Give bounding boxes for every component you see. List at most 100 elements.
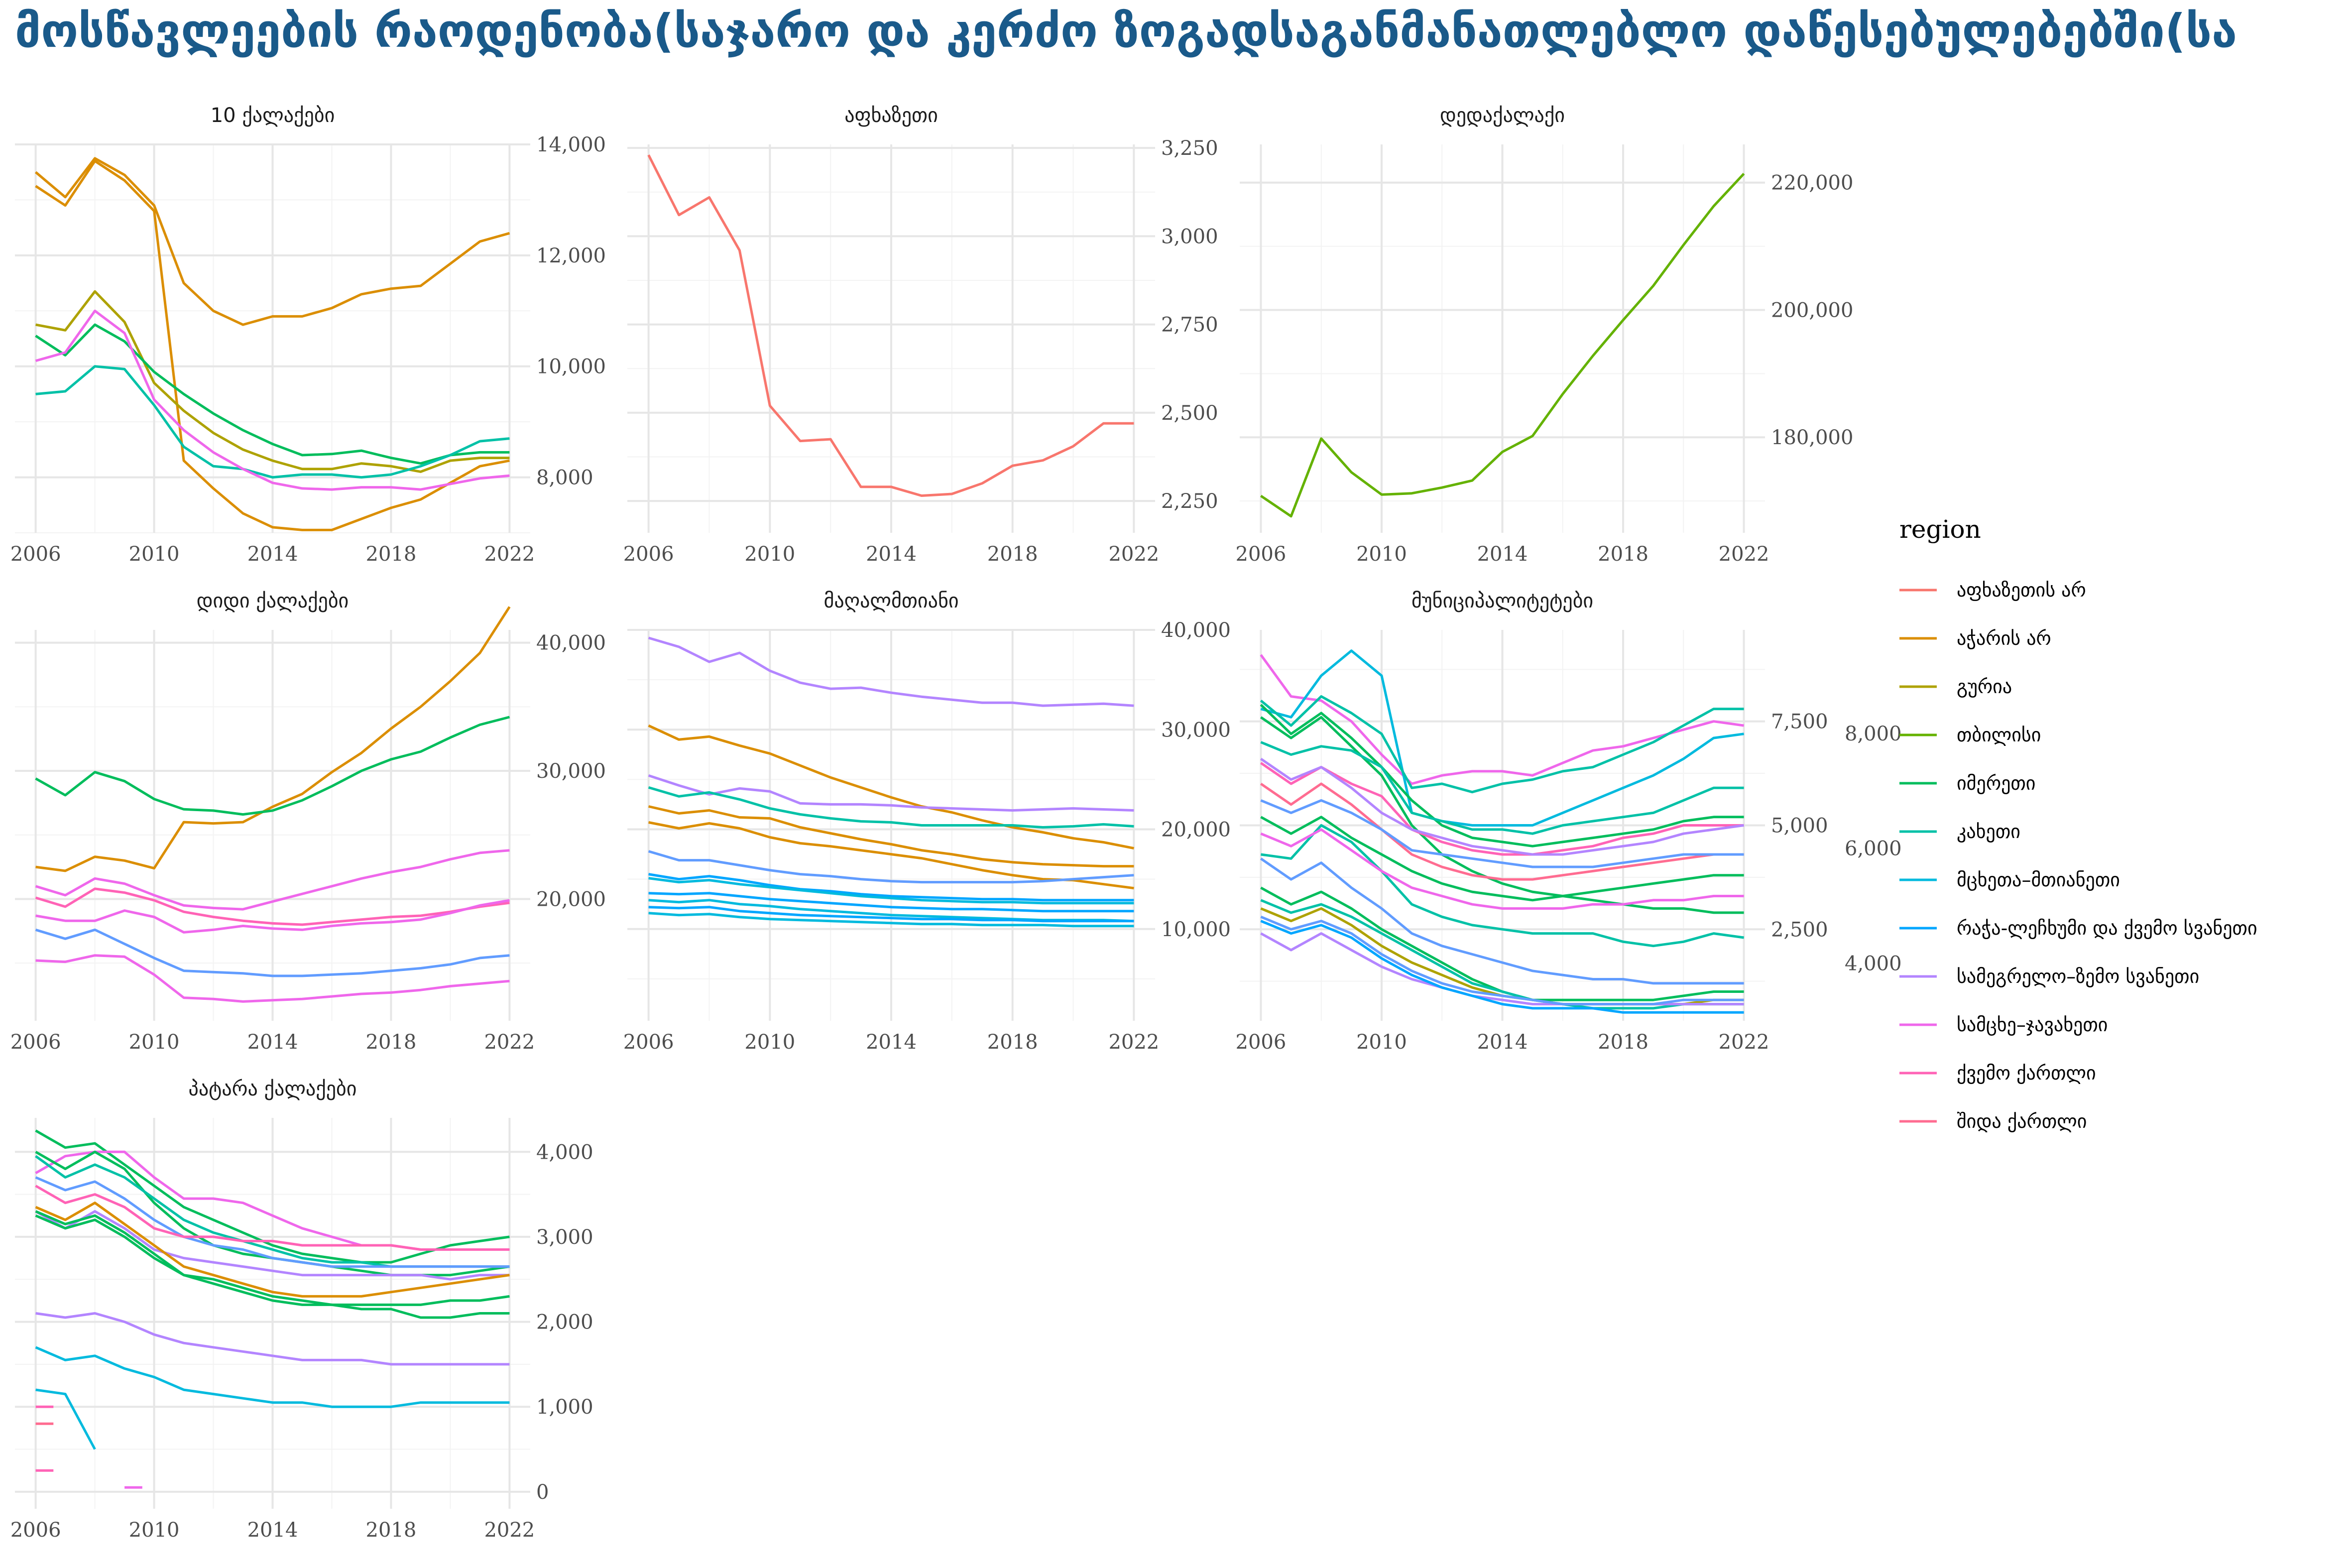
- x-tick-label: 2010: [129, 1519, 180, 1542]
- series-line: [1260, 695, 1744, 794]
- x-tick-label: 2006: [623, 543, 674, 566]
- facet-panel: აფხაზეთი 2,250 2,500 2,750 3,000 3,250 2006 201…: [623, 104, 1218, 566]
- x-tick-label: 2018: [366, 1031, 417, 1054]
- series-line: [648, 877, 1134, 905]
- y-tick-label: 2,250: [1161, 490, 1218, 513]
- legend-label: ქვემო ქართლი: [1957, 1062, 2096, 1084]
- y-tick-label: 8,000: [1845, 723, 1902, 745]
- legend-label: აფხაზეთის არ: [1957, 579, 2086, 601]
- series-line: [648, 873, 1134, 902]
- x-tick-label: 2006: [10, 543, 61, 566]
- series-line: [648, 850, 1134, 884]
- series-line: [1260, 816, 1744, 902]
- series-line: [1260, 920, 1744, 1014]
- x-tick-label: 2022: [1108, 543, 1159, 566]
- facet-title: დედაქალაქი: [1440, 104, 1565, 127]
- y-tick-label: 4,000: [536, 1141, 593, 1164]
- y-tick-label: 10,000: [1161, 918, 1231, 941]
- legend-label: გურია: [1957, 676, 2012, 698]
- x-tick-label: 2018: [987, 1031, 1038, 1054]
- series-line: [1260, 857, 1744, 985]
- y-tick-label: 3,000: [1161, 225, 1218, 248]
- x-tick-label: 2018: [1598, 1031, 1648, 1054]
- y-tick-label: 30,000: [1161, 719, 1231, 741]
- series-line: [35, 1388, 96, 1450]
- series-line: [1260, 757, 1744, 856]
- facet-panel: პატარა ქალაქები 0 1,000 2,000 3,000 4,000 2006…: [10, 1078, 593, 1542]
- series-line: [35, 954, 510, 1003]
- x-tick-label: 2022: [484, 543, 535, 566]
- facet-title: 10 ქალაქები: [211, 104, 335, 127]
- series-line: [35, 365, 510, 479]
- x-tick-label: 2022: [484, 1519, 535, 1542]
- x-tick-label: 2018: [366, 543, 417, 566]
- legend-label: თბილისი: [1957, 724, 2041, 746]
- series-line: [35, 323, 510, 465]
- series-line: [35, 1210, 510, 1281]
- facet-title: მუნიციპალიტეტები: [1411, 590, 1593, 612]
- series-line: [35, 1185, 510, 1251]
- facet-title: აფხაზეთი: [844, 104, 938, 127]
- x-tick-label: 2018: [1598, 543, 1648, 566]
- series-line: [1260, 915, 1744, 1006]
- x-tick-label: 2014: [247, 543, 298, 566]
- x-tick-label: 2010: [129, 543, 180, 566]
- y-tick-label: 30,000: [536, 760, 606, 783]
- y-tick-label: 20,000: [1161, 819, 1231, 842]
- series-line: [648, 892, 1134, 913]
- y-tick-label: 8,000: [536, 467, 593, 489]
- y-tick-label: 0: [536, 1481, 549, 1504]
- facet-panel: მუნიციპალიტეტები 2,500 5,000 7,500 4,000 6,00…: [1236, 590, 1902, 1054]
- series-line: [648, 805, 1134, 868]
- y-tick-label: 10,000: [536, 356, 606, 378]
- series-line: [35, 1312, 510, 1366]
- x-tick-label: 2010: [744, 543, 795, 566]
- facet-panel: მაღალმთიანი 10,000 20,000 30,000 40,000 2006 2…: [623, 590, 1231, 1054]
- series-line: [648, 636, 1134, 707]
- legend-label: კახეთი: [1957, 821, 2020, 843]
- x-tick-label: 2014: [247, 1519, 298, 1542]
- facet-title: დიდი ქალაქები: [197, 590, 349, 612]
- x-tick-label: 2014: [866, 543, 917, 566]
- facet-panel: 10 ქალაქები 8,000 10,000 12,000 14,000 2006 20…: [10, 104, 606, 566]
- series-line: [35, 887, 510, 926]
- series-line: [648, 724, 1134, 850]
- legend-label: აჭარის არ: [1957, 627, 2051, 649]
- x-tick-label: 2014: [1477, 543, 1528, 566]
- y-tick-label: 3,250: [1161, 137, 1218, 160]
- series-line: [1260, 716, 1744, 914]
- series-line: [35, 1214, 510, 1319]
- x-tick-label: 2006: [1236, 543, 1287, 566]
- y-tick-label: 2,500: [1771, 918, 1828, 941]
- x-tick-label: 2014: [247, 1031, 298, 1054]
- series-line: [35, 606, 511, 872]
- series-line: [35, 309, 510, 491]
- series-line: [1260, 932, 1744, 1006]
- x-tick-label: 2014: [1477, 1031, 1528, 1054]
- legend-label: იმერეთი: [1957, 772, 2035, 794]
- y-tick-label: 20,000: [536, 888, 606, 911]
- x-tick-label: 2010: [129, 1031, 180, 1054]
- series-line: [1260, 799, 1744, 868]
- x-tick-label: 2022: [1108, 1031, 1159, 1054]
- series-line: [35, 1346, 510, 1408]
- x-tick-label: 2010: [744, 1031, 795, 1054]
- series-line: [1261, 824, 1744, 948]
- series-line: [1260, 704, 1744, 847]
- y-tick-label: 7,500: [1771, 711, 1828, 733]
- series-line: [35, 1202, 510, 1298]
- legend-title: region: [1899, 515, 1981, 544]
- series-line: [35, 159, 510, 531]
- x-tick-label: 2006: [10, 1031, 61, 1054]
- x-tick-label: 2018: [366, 1519, 417, 1542]
- facet-title: მაღალმთიანი: [823, 590, 958, 612]
- y-tick-label: 3,000: [536, 1226, 593, 1249]
- series-line: [1260, 741, 1744, 835]
- series-line: [34, 157, 510, 326]
- series-line: [647, 154, 1134, 497]
- x-tick-label: 2022: [1719, 1031, 1769, 1054]
- series-line: [35, 928, 510, 977]
- y-tick-label: 4,000: [1845, 953, 1902, 975]
- series-line: [1260, 828, 1744, 910]
